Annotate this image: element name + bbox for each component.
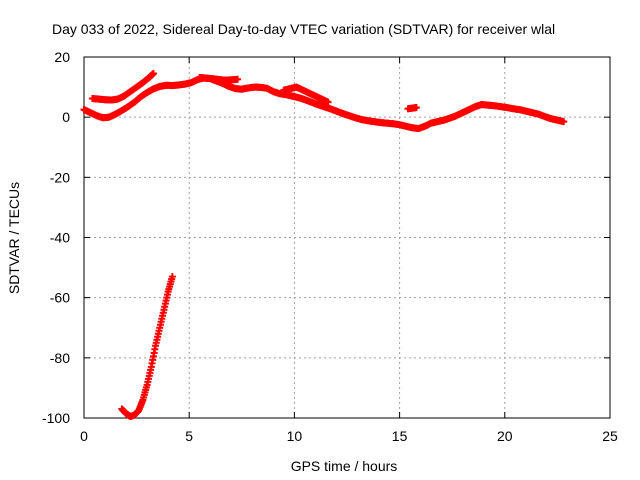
data-series xyxy=(80,70,568,420)
series-midday-upper-band xyxy=(196,73,242,84)
chart-title: Day 033 of 2022, Sidereal Day-to-day VTE… xyxy=(52,21,555,37)
data-point xyxy=(412,104,420,112)
series-afternoon-band xyxy=(280,83,332,106)
x-tick-label: 0 xyxy=(80,428,88,444)
data-point xyxy=(324,98,332,106)
data-point xyxy=(149,70,157,78)
y-tick-label: -20 xyxy=(50,169,70,185)
x-tick-label: 15 xyxy=(392,428,408,444)
x-tick-label: 10 xyxy=(287,428,303,444)
series-early-upper-arc xyxy=(88,70,157,104)
y-axis-label: SDTVAR / TECUs xyxy=(6,182,22,294)
x-tick-label: 5 xyxy=(185,428,193,444)
y-tick-label: 20 xyxy=(54,49,70,65)
series-short-segment-16h xyxy=(404,104,420,113)
y-tick-label: -100 xyxy=(42,410,70,426)
y-tick-labels: -100 -80 -60 -40 -20 0 20 xyxy=(42,49,70,426)
y-tick-label: 0 xyxy=(62,109,70,125)
y-tick-label: -80 xyxy=(50,350,70,366)
data-point xyxy=(560,118,568,126)
y-tick-label: -40 xyxy=(50,230,70,246)
series-deep-dip xyxy=(118,273,176,420)
data-point xyxy=(234,75,242,83)
x-tick-label: 25 xyxy=(602,428,618,444)
axis-ticks xyxy=(83,56,611,419)
x-axis-label: GPS time / hours xyxy=(291,458,398,474)
x-tick-labels: 0 5 10 15 20 25 xyxy=(80,428,618,444)
data-point xyxy=(168,273,176,281)
grid-lines xyxy=(84,57,610,418)
x-tick-label: 20 xyxy=(497,428,513,444)
y-tick-label: -60 xyxy=(50,290,70,306)
